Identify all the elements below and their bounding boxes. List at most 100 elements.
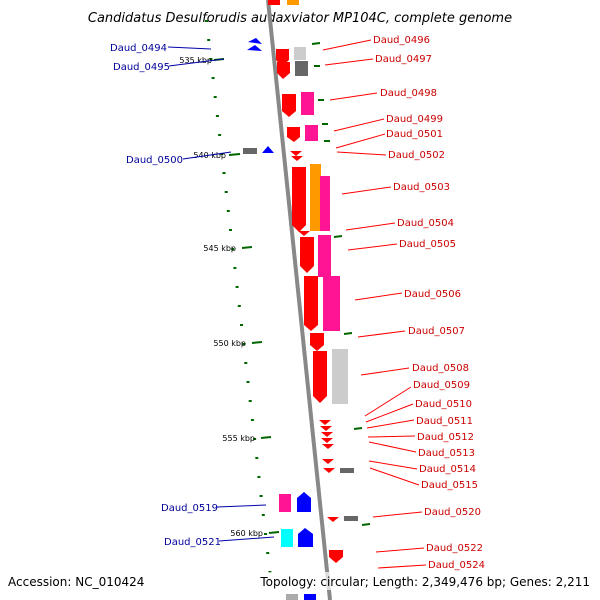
gene-label[interactable]: Daud_0511 — [416, 416, 473, 427]
kbp-axis: 535 kbp 540 kbp 545 kbp 550 kbp 555 kbp … — [179, 56, 280, 538]
leader-line — [168, 58, 225, 67]
scale-dot — [255, 457, 259, 459]
leader-line — [182, 151, 232, 160]
gene-Daud_0501 — [290, 151, 302, 156]
leader-line — [364, 386, 412, 417]
gene-label[interactable]: Daud_0498 — [380, 88, 437, 99]
gene-Daud_0500 — [262, 146, 274, 153]
gene-Daud_0519 — [297, 492, 311, 512]
leader-line — [367, 435, 416, 438]
gene-label[interactable]: Daud_0507 — [408, 326, 465, 337]
gene-Daud_0497-gray — [295, 61, 308, 76]
gene-label[interactable]: Daud_0494 — [110, 43, 167, 54]
gene-label[interactable]: Daud_0513 — [418, 448, 475, 459]
gene-Daud_0507 — [310, 333, 324, 351]
gene-Daud_0494 — [248, 38, 262, 44]
gene-Daud_0521-cyan — [281, 529, 293, 547]
scale-dot — [264, 533, 267, 535]
gene-Daud_0508 — [313, 351, 327, 403]
tick — [343, 332, 353, 335]
leader-line — [167, 46, 212, 50]
gene-Daud_0509 — [319, 420, 331, 425]
leader-line — [366, 419, 415, 429]
gene-Daud_0522 — [329, 550, 343, 563]
gene-label[interactable]: Daud_0521 — [164, 537, 221, 548]
gene-Daud_0499-magenta — [305, 125, 318, 141]
gene-Daud_0508-gray — [332, 349, 348, 404]
tick — [361, 523, 371, 526]
gene-label[interactable]: Daud_0506 — [404, 289, 461, 300]
gene-Daud_0506 — [304, 276, 318, 331]
leader-line — [375, 547, 425, 553]
kbp-label: 535 kbp — [179, 56, 212, 65]
leader-line — [347, 243, 398, 251]
gene-partial — [268, 0, 280, 5]
gene-label[interactable]: Daud_0510 — [415, 399, 472, 410]
scale-dots — [205, 20, 272, 573]
kbp-tick — [241, 246, 253, 249]
leader-line — [357, 330, 406, 338]
map-title: Candidatus Desulforudis audaxviator MP10… — [88, 11, 512, 26]
gene-Daud_0511 — [321, 432, 333, 437]
scale-dot — [242, 343, 246, 345]
leader-line — [354, 292, 403, 301]
gene-label[interactable]: Daud_0508 — [412, 363, 469, 374]
scale-dot — [231, 248, 235, 250]
gene-label[interactable]: Daud_0505 — [399, 239, 456, 250]
gene-Daud_0519-magenta — [279, 494, 291, 512]
right-genes — [276, 47, 358, 563]
scale-dot — [237, 305, 241, 307]
scale-dot — [213, 96, 217, 98]
gene-label[interactable]: Daud_0504 — [397, 218, 454, 229]
gene-label[interactable]: Daud_0500 — [126, 155, 183, 166]
scale-dot — [207, 39, 211, 41]
gene-Daud_0520 — [327, 517, 339, 522]
leader-line — [372, 511, 423, 518]
gene-label[interactable]: Daud_0520 — [424, 507, 481, 518]
gene-Daud_0510 — [320, 426, 332, 431]
kbp-tick — [260, 436, 272, 439]
gene-label[interactable]: Daud_0522 — [426, 543, 483, 554]
left-leaders — [167, 46, 275, 542]
gene-label[interactable]: Daud_0501 — [386, 129, 443, 140]
leader-line — [322, 39, 372, 51]
gene-label[interactable]: Daud_0509 — [413, 380, 470, 391]
gene-label[interactable]: Daud_0519 — [161, 503, 218, 514]
scale-dot — [218, 134, 222, 136]
gene-Daud_0504 — [298, 231, 310, 236]
gene-Daud_0520-gray — [344, 516, 358, 521]
scale-dot — [220, 153, 224, 155]
right-labels: Daud_0496 Daud_0497 Daud_0498 Daud_0499 … — [373, 35, 485, 571]
gene-label[interactable]: Daud_0515 — [421, 480, 478, 491]
leader-line — [369, 467, 420, 486]
gene-Daud_0505-magenta — [318, 235, 331, 277]
gene-label[interactable]: Daud_0497 — [375, 54, 432, 65]
gene-label[interactable]: Daud_0524 — [428, 560, 485, 571]
scale-dot — [229, 229, 232, 231]
gene-Daud_0498 — [282, 94, 296, 117]
gene-Daud_0495 — [247, 45, 262, 51]
scale-dot — [246, 381, 250, 383]
gene-label[interactable]: Daud_0499 — [386, 114, 443, 125]
scale-dot — [259, 495, 263, 497]
kbp-tick — [228, 153, 241, 156]
gene-label[interactable]: Daud_0514 — [419, 464, 476, 475]
scale-dot — [224, 191, 228, 193]
right-ticks — [311, 42, 371, 526]
gene-Daud_0496-gray — [294, 47, 306, 60]
scale-dot — [266, 552, 270, 554]
scale-dot — [244, 362, 248, 364]
kbp-label: 545 kbp — [203, 244, 236, 253]
gene-label[interactable]: Daud_0502 — [388, 150, 445, 161]
gene-Daud_0514 — [322, 459, 334, 464]
gene-label[interactable]: Daud_0496 — [373, 35, 430, 46]
scale-dot — [248, 400, 252, 402]
genome-backbone — [266, 0, 332, 600]
scale-dot — [215, 115, 219, 117]
gene-Daud_0500-gray — [243, 148, 257, 154]
gene-label[interactable]: Daud_0512 — [417, 432, 474, 443]
gene-label[interactable]: Daud_0495 — [113, 62, 170, 73]
gene-label[interactable]: Daud_0503 — [393, 182, 450, 193]
kbp-tick — [268, 531, 280, 534]
accession-text: Accession: NC_010424 — [8, 575, 144, 589]
